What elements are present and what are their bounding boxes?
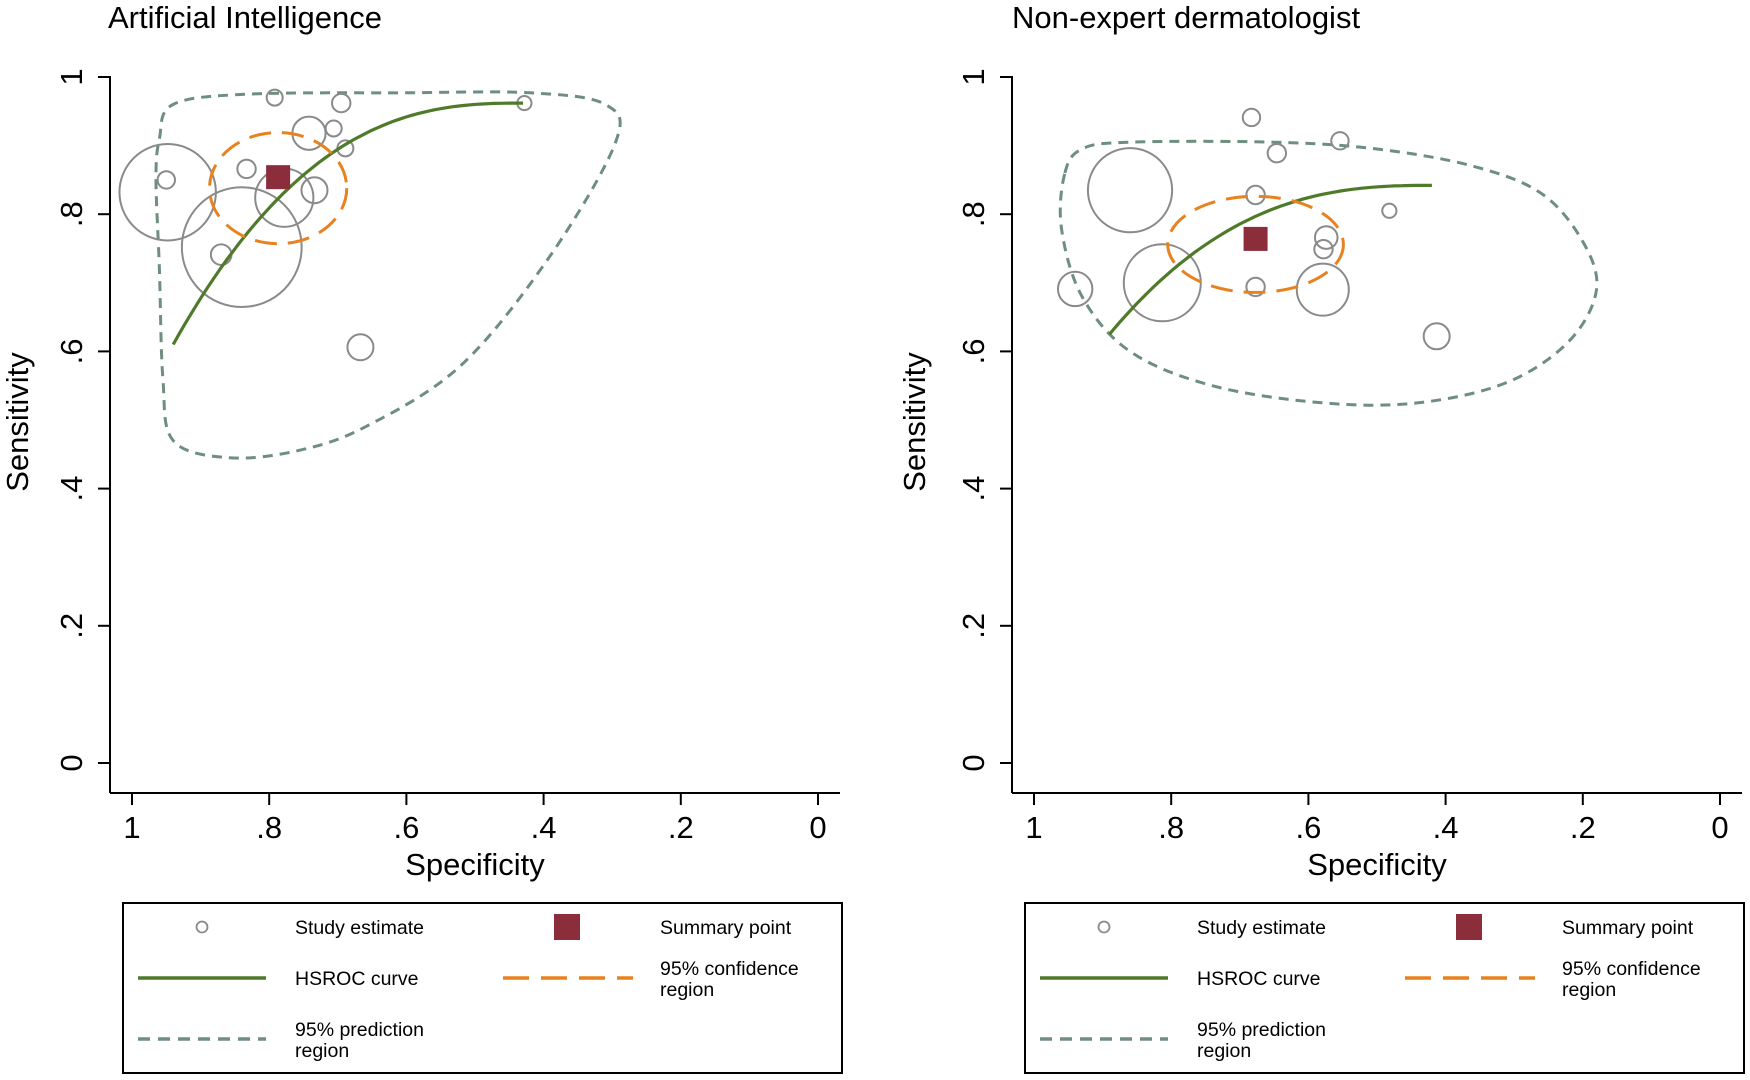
legend: Study estimate Summary point HSROC curve…: [138, 914, 799, 1062]
study-estimate-point: [1122, 243, 1202, 323]
study-estimate-point: [156, 170, 177, 190]
legend-study-estimate-symbol: [1097, 920, 1111, 934]
study-estimate-point: [1086, 147, 1174, 234]
hsroc-curve: [1108, 183, 1432, 336]
x-tick-label: 0: [1711, 810, 1728, 845]
study-estimate-point: [1313, 238, 1334, 260]
x-tick-label: .8: [1158, 810, 1184, 845]
y-tick-label: 1: [956, 68, 991, 85]
y-tick-label: .6: [956, 338, 991, 364]
y-tick-label: 0: [956, 754, 991, 771]
plot-marks: [118, 88, 622, 460]
hsroc-curve: [171, 101, 523, 346]
plot-marks: [1056, 107, 1599, 407]
legend-study-estimate-symbol: [195, 920, 209, 934]
legend-summary-point-label: Summary point: [660, 917, 792, 939]
legend-box: [1024, 902, 1745, 1074]
y-tick-label: .8: [956, 201, 991, 227]
legend-summary-point-symbol: [1456, 914, 1482, 940]
y-tick-label: 1: [54, 68, 89, 85]
x-axis-ticks: 1 .8 .6 .4 .2 0: [123, 793, 827, 845]
x-tick-label: .2: [1570, 810, 1596, 845]
panel-artificial-intelligence: Artificial Intelligence 0 .2 .4 .6 .8 1 1 .8 .6…: [0, 0, 843, 1074]
legend-hsroc-curve-label: HSROC curve: [1197, 968, 1321, 990]
prediction-region: [1058, 139, 1599, 407]
y-tick-label: .2: [54, 613, 89, 639]
legend-hsroc-curve-label: HSROC curve: [295, 968, 419, 990]
legend-summary-point-label: Summary point: [1562, 917, 1694, 939]
prediction-region: [154, 90, 622, 460]
study-estimate-point: [118, 143, 217, 242]
y-axis-label: Sensitivity: [897, 352, 932, 492]
study-estimate-point: [331, 92, 352, 114]
summary-point: [1243, 226, 1268, 251]
x-tick-label: 1: [123, 810, 140, 845]
confidence-region: [1166, 194, 1345, 294]
legend-prediction-region-label-1: 95% prediction: [295, 1019, 424, 1041]
study-estimate-point: [346, 333, 375, 362]
summary-point: [266, 165, 291, 190]
study-estimate-point: [1422, 322, 1451, 351]
y-axis-ticks: 0 .2 .4 .6 .8 1: [54, 68, 110, 772]
study-estimate-point: [236, 158, 257, 180]
x-tick-label: .2: [668, 810, 694, 845]
x-axis-label: Specificity: [1307, 847, 1447, 882]
study-estimate-point: [1245, 276, 1266, 298]
study-estimate-point: [324, 119, 343, 138]
legend-prediction-region-label-1: 95% prediction: [1197, 1019, 1326, 1041]
legend-study-estimate-label: Study estimate: [295, 917, 424, 939]
panel-non-expert-dermatologist: Non-expert dermatologist 0 .2 .4 .6 .8 1 1 .8.…: [897, 0, 1745, 1074]
legend-confidence-region-label-2: region: [1562, 979, 1616, 1001]
chart-title: Artificial Intelligence: [108, 0, 382, 35]
x-tick-label: .6: [1295, 810, 1321, 845]
study-estimate-point: [1381, 202, 1398, 219]
x-tick-label: .4: [531, 810, 557, 845]
x-tick-label: .4: [1433, 810, 1459, 845]
y-tick-label: .2: [956, 613, 991, 639]
y-tick-label: .4: [956, 476, 991, 502]
legend-summary-point-symbol: [554, 914, 580, 940]
x-tick-label: 0: [809, 810, 826, 845]
legend-prediction-region-label-2: region: [295, 1040, 349, 1062]
x-axis-label: Specificity: [405, 847, 545, 882]
legend-box: [122, 902, 843, 1074]
x-axis-ticks: 1 .8 .6 .4 .2 0: [1025, 793, 1729, 845]
y-tick-label: .8: [54, 201, 89, 227]
study-estimate-point: [300, 176, 329, 205]
legend-confidence-region-label-1: 95% confidence: [1562, 958, 1701, 980]
y-axis-ticks: 0 .2 .4 .6 .8 1: [956, 68, 1012, 772]
y-axis-label: Sensitivity: [0, 352, 35, 492]
legend-prediction-region-label-2: region: [1197, 1040, 1251, 1062]
legend-study-estimate-label: Study estimate: [1197, 917, 1326, 939]
study-estimate-point: [1266, 142, 1288, 164]
study-estimate-point: [1245, 184, 1266, 206]
y-tick-label: .6: [54, 338, 89, 364]
x-tick-label: 1: [1025, 810, 1042, 845]
study-estimate-point: [1056, 270, 1094, 308]
study-estimate-point: [1241, 107, 1262, 128]
chart-title: Non-expert dermatologist: [1012, 0, 1360, 35]
study-estimate-point: [1295, 262, 1350, 317]
study-estimate-point: [265, 88, 284, 107]
x-tick-label: .8: [256, 810, 282, 845]
confidence-region: [208, 131, 349, 246]
legend-confidence-region-label-2: region: [660, 979, 714, 1001]
y-tick-label: 0: [54, 754, 89, 771]
study-estimate-point: [180, 186, 303, 309]
study-estimate-point: [1313, 225, 1339, 250]
study-estimate-point: [209, 243, 233, 266]
x-tick-label: .6: [393, 810, 419, 845]
legend-confidence-region-label-1: 95% confidence: [660, 958, 799, 980]
study-estimate-point: [1330, 131, 1350, 151]
y-tick-label: .4: [54, 476, 89, 502]
legend: Study estimate Summary point HSROC curve…: [1040, 914, 1701, 1062]
